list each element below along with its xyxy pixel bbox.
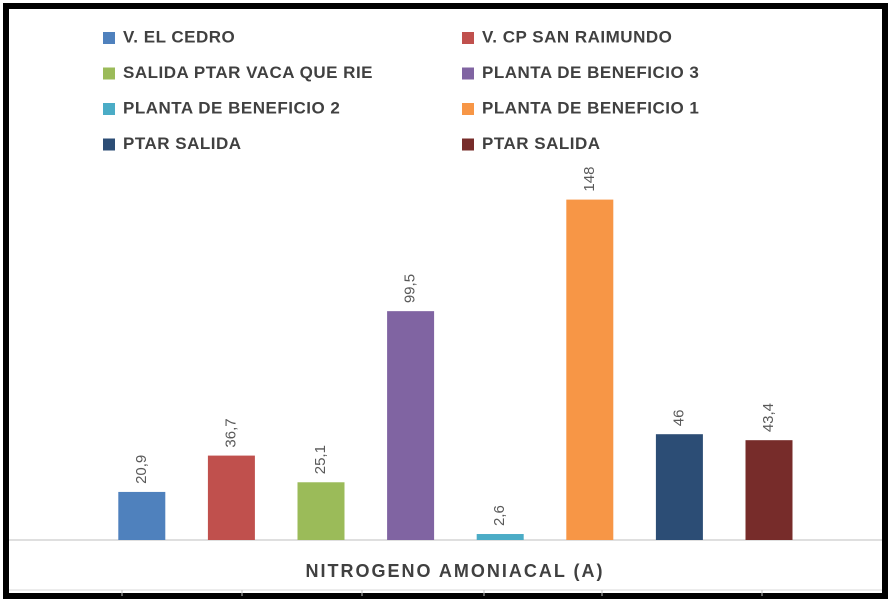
category-label: NITROGENO AMONIACAL (A) <box>306 561 605 581</box>
legend-swatch <box>103 138 115 151</box>
table-dividers <box>121 590 763 596</box>
value-label: 25,1 <box>312 445 329 474</box>
legend-swatch <box>103 67 115 80</box>
bar <box>476 534 524 540</box>
value-label: 43,4 <box>760 403 777 432</box>
bar <box>655 434 703 540</box>
frame <box>3 3 888 599</box>
bar <box>387 311 435 540</box>
value-label: 46 <box>670 410 687 427</box>
legend-label: PLANTA DE BENEFICIO 3 <box>482 63 699 82</box>
value-label: 2,6 <box>491 505 508 526</box>
legend-label: V. EL CEDRO <box>123 27 235 46</box>
legend-swatch <box>462 67 474 80</box>
legend-swatch <box>103 32 115 44</box>
legend-label: V. CP SAN RAIMUNDO <box>482 27 672 46</box>
legend-swatch <box>462 138 474 151</box>
bar <box>745 440 793 540</box>
legend-swatch <box>462 32 474 44</box>
legend-swatch <box>103 103 115 115</box>
value-label: 20,9 <box>133 455 150 484</box>
bar <box>566 199 614 540</box>
legend-label: PLANTA DE BENEFICIO 2 <box>123 98 340 117</box>
value-label: 99,5 <box>402 274 419 303</box>
bar <box>207 455 255 540</box>
legend-label: SALIDA PTAR VACA QUE RIE <box>123 63 373 82</box>
legend-label: PLANTA DE BENEFICIO 1 <box>482 98 699 117</box>
value-label: 148 <box>581 167 598 192</box>
bar <box>297 482 345 540</box>
value-label: 36,7 <box>222 418 239 447</box>
legend-label: PTAR SALIDA <box>123 134 242 153</box>
legend-swatch <box>462 103 474 115</box>
bar <box>118 491 166 540</box>
legend-label: PTAR SALIDA <box>482 134 601 153</box>
